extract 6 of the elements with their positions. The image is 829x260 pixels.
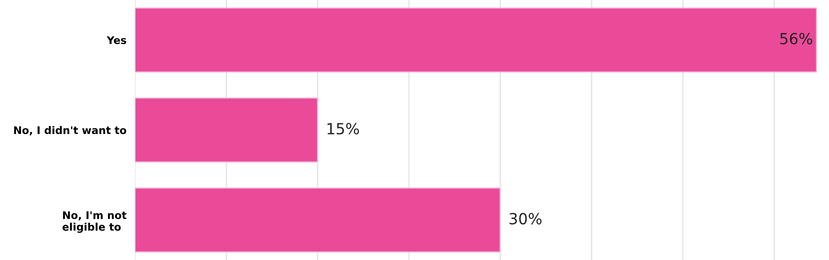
y-tick-label: No, I didn't want to (14, 126, 126, 136)
data-label: 15% (328, 122, 359, 134)
data-label: 56% (780, 32, 812, 44)
data-label: 30% (510, 212, 542, 224)
y-tick-label: Yes (106, 36, 126, 44)
y-tick-label: No, I'm not eligible to (62, 211, 126, 233)
